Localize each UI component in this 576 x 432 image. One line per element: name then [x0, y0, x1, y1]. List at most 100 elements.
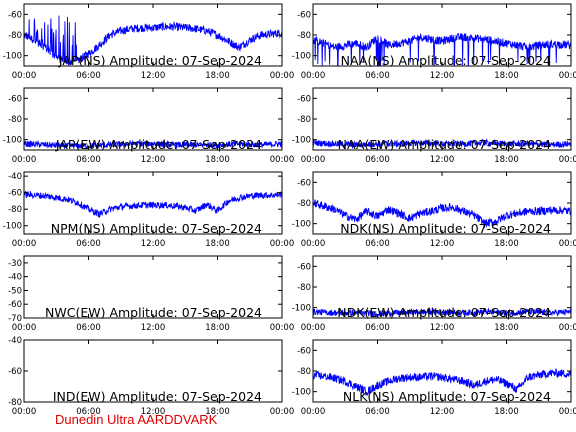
panel-title: NWC(EW) Amplitude: 07-Sep-2024	[45, 305, 262, 320]
x-tick-label: 12:00	[141, 71, 166, 81]
series-line-p4	[24, 190, 282, 218]
x-tick-label: 00:00	[559, 407, 576, 417]
x-tick-label: 06:00	[365, 239, 390, 249]
x-tick-label: 18:00	[205, 155, 230, 165]
x-tick-label: 12:00	[141, 239, 166, 249]
x-tick-label: 12:00	[430, 407, 455, 417]
x-tick-label: 18:00	[205, 239, 230, 249]
y-tick-label: -50	[8, 286, 22, 296]
y-tick-label: -40	[8, 172, 22, 182]
panel-title: NAA(EW) Amplitude: 07-Sep-2024	[338, 137, 551, 152]
panel-p1: -60 -80 -100 00:00 06:00 12:00 18:00 00:00 NAA(N…	[292, 3, 576, 81]
x-tick-label: 00:00	[270, 323, 295, 333]
x-tick-label: 18:00	[494, 239, 519, 249]
panel-p4: -40 -60 -80 -100 00:00 06:00 12:00 18:00 00:00 NP…	[3, 171, 295, 249]
y-tick-label: -100	[292, 304, 311, 314]
y-tick-label: -80	[8, 115, 22, 125]
y-tick-label: -80	[297, 31, 311, 41]
y-tick-label: -100	[292, 52, 311, 62]
y-tick-label: -100	[292, 220, 311, 230]
x-tick-label: 12:00	[430, 71, 455, 81]
y-tick-label: -40	[8, 273, 22, 283]
series-line-p7	[313, 307, 571, 318]
x-tick-label: 00:00	[270, 155, 295, 165]
x-tick-label: 06:00	[76, 239, 101, 249]
x-tick-label: 12:00	[141, 155, 166, 165]
y-tick-label: -60	[8, 300, 22, 310]
y-tick-label: -60	[8, 10, 22, 20]
panel-p3: -60 -80 -100 00:00 06:00 12:00 18:00 00:00 NAA(E…	[292, 87, 576, 165]
y-tick-label: -100	[3, 222, 22, 232]
y-tick-label: -100	[3, 52, 22, 62]
x-tick-label: 12:00	[430, 155, 455, 165]
x-tick-label: 00:00	[559, 239, 576, 249]
x-tick-label: 00:00	[12, 407, 37, 417]
panel-title: NDK(NS) Amplitude: 07-Sep-2024	[340, 221, 551, 236]
x-tick-label: 00:00	[12, 239, 37, 249]
y-tick-label: -100	[292, 136, 311, 146]
panel-title: JAP(EW) Amplitude: 07-Sep-2024	[55, 137, 262, 152]
x-tick-label: 18:00	[494, 71, 519, 81]
x-tick-label: 06:00	[365, 71, 390, 81]
panel-title: JAP(NS) Amplitude: 07-Sep-2024	[58, 53, 262, 68]
y-tick-label: -80	[297, 283, 311, 293]
y-tick-label: -60	[297, 94, 311, 104]
x-tick-label: 18:00	[205, 323, 230, 333]
y-tick-label: -60	[8, 367, 22, 377]
x-tick-label: 00:00	[270, 239, 295, 249]
y-tick-label: -100	[292, 388, 311, 398]
x-tick-label: 06:00	[365, 155, 390, 165]
series-line-p0	[24, 15, 282, 66]
y-tick-label: -40	[8, 336, 22, 346]
y-tick-label: -80	[8, 398, 22, 408]
x-tick-label: 18:00	[205, 407, 230, 417]
x-tick-label: 12:00	[430, 323, 455, 333]
x-tick-label: 00:00	[301, 71, 326, 81]
panel-p0: -60 -80 -100 00:00 06:00 12:00 18:00 00:00 JAP(N…	[3, 3, 295, 81]
x-tick-label: 00:00	[301, 155, 326, 165]
x-tick-label: 00:00	[559, 71, 576, 81]
panel-title: NAA(NS) Amplitude: 07-Sep-2024	[341, 53, 551, 68]
footer-text: Dunedin Ultra AARDDVARK	[55, 412, 218, 427]
x-tick-label: 00:00	[12, 323, 37, 333]
y-tick-label: -60	[8, 189, 22, 199]
y-tick-label: -60	[297, 178, 311, 188]
x-tick-label: 00:00	[559, 323, 576, 333]
x-tick-label: 00:00	[270, 71, 295, 81]
y-tick-label: -60	[8, 94, 22, 104]
x-tick-label: 00:00	[12, 71, 37, 81]
x-tick-label: 12:00	[430, 239, 455, 249]
x-tick-label: 06:00	[365, 407, 390, 417]
x-tick-label: 12:00	[141, 323, 166, 333]
x-tick-label: 00:00	[301, 407, 326, 417]
series-line-p1	[313, 33, 571, 66]
panel-p2: -60 -80 -100 00:00 06:00 12:00 18:00 00:00 JAP(E…	[3, 87, 295, 165]
series-line-p5	[313, 199, 571, 229]
panel-p7: -60 -80 -100 00:00 06:00 12:00 18:00 00:00 NDK(E…	[292, 255, 576, 333]
series-line-p2	[24, 139, 282, 150]
x-tick-label: 00:00	[12, 155, 37, 165]
y-tick-label: -70	[8, 314, 22, 324]
x-tick-label: 06:00	[76, 407, 101, 417]
x-tick-label: 00:00	[301, 323, 326, 333]
y-tick-label: -80	[8, 31, 22, 41]
panel-p5: -60 -80 -100 00:00 06:00 12:00 18:00 00:00 NDK(N…	[292, 171, 576, 249]
panel-title: NPM(NS) Amplitude: 07-Sep-2024	[51, 221, 262, 236]
y-tick-label: -80	[297, 367, 311, 377]
panel-title: IND(EW) Amplitude: 07-Sep-2024	[53, 389, 262, 404]
panel-title: NLK(NS) Amplitude: 07-Sep-2024	[343, 389, 551, 404]
panels: -60 -80 -100 00:00 06:00 12:00 18:00 00:00 JAP(N…	[3, 3, 576, 417]
y-tick-label: -60	[297, 10, 311, 20]
panel-title: NDK(EW) Amplitude: 07-Sep-2024	[337, 305, 551, 320]
x-tick-label: 06:00	[76, 155, 101, 165]
y-tick-label: -100	[3, 136, 22, 146]
y-tick-label: -80	[297, 199, 311, 209]
x-tick-label: 12:00	[141, 407, 166, 417]
series-line-p3	[313, 138, 571, 150]
y-tick-label: -80	[297, 115, 311, 125]
x-tick-label: 18:00	[205, 71, 230, 81]
series-line-p9	[313, 368, 571, 396]
y-tick-label: -60	[297, 262, 311, 272]
x-tick-label: 06:00	[76, 71, 101, 81]
